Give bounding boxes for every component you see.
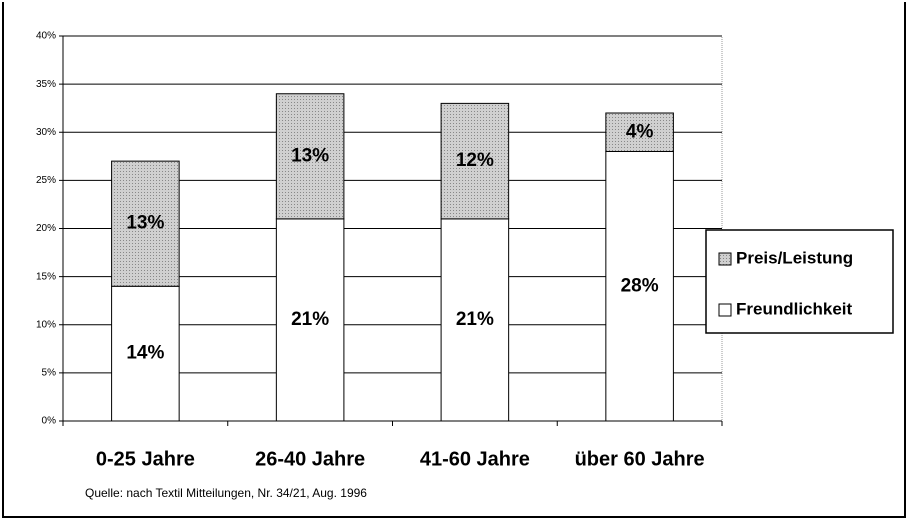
bar-segment bbox=[275, 218, 345, 422]
x-tick-label: über 60 Jahre bbox=[575, 448, 705, 470]
bar-segment bbox=[275, 93, 345, 220]
data-label: 28% bbox=[621, 275, 659, 296]
y-tick-label: 0% bbox=[42, 416, 57, 427]
y-tick-label: 10% bbox=[36, 319, 56, 330]
legend-label: Freundlichkeit bbox=[736, 299, 853, 318]
legend-swatch bbox=[718, 252, 732, 266]
data-label: 12% bbox=[456, 150, 494, 171]
y-tick-label: 35% bbox=[36, 79, 56, 90]
y-tick-label: 5% bbox=[42, 368, 57, 379]
y-tick-label: 20% bbox=[36, 223, 56, 234]
legend-label: Preis/Leistung bbox=[736, 248, 853, 267]
bar-segment bbox=[111, 285, 180, 422]
x-tick-label: 0-25 Jahre bbox=[96, 448, 195, 470]
bar-segment bbox=[440, 102, 510, 220]
data-label: 13% bbox=[126, 213, 164, 234]
data-label: 13% bbox=[291, 145, 329, 166]
legend-box bbox=[705, 229, 894, 334]
bar-segment bbox=[440, 218, 510, 422]
data-label: 4% bbox=[626, 121, 654, 142]
legend-swatch bbox=[718, 303, 732, 317]
x-tick-label: 41-60 Jahre bbox=[420, 448, 530, 470]
bar-segment bbox=[605, 112, 674, 152]
x-tick-label: 26-40 Jahre bbox=[255, 448, 365, 470]
data-label: 21% bbox=[291, 309, 329, 330]
source-note: Quelle: nach Textil Mitteilungen, Nr. 34… bbox=[85, 486, 367, 500]
y-tick-label: 40% bbox=[36, 31, 56, 42]
bar-segment bbox=[111, 160, 180, 287]
data-label: 21% bbox=[456, 309, 494, 330]
data-label: 14% bbox=[126, 343, 164, 364]
bar-segment bbox=[605, 151, 674, 422]
y-tick-label: 15% bbox=[36, 271, 56, 282]
y-tick-label: 30% bbox=[36, 127, 56, 138]
y-tick-label: 25% bbox=[36, 175, 56, 186]
